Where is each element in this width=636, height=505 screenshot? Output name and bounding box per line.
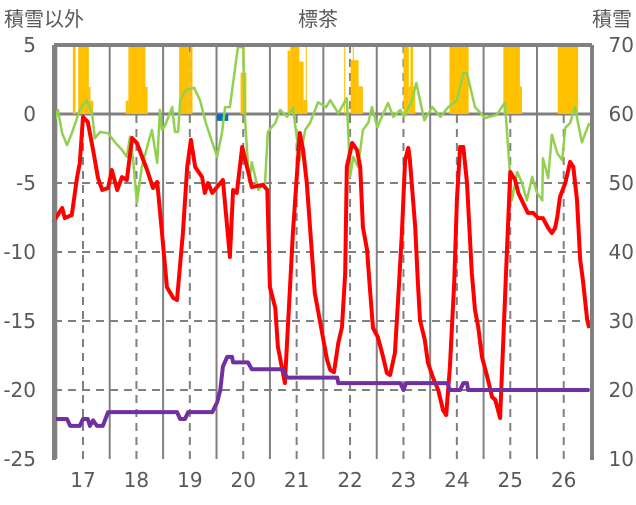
left-tick-label: -20 — [3, 378, 36, 402]
left-tick-label: -15 — [3, 309, 36, 333]
x-tick-label: 21 — [284, 468, 309, 492]
right-tick-label: 50 — [609, 171, 634, 195]
yellow-bar — [449, 45, 469, 114]
yellow-bar — [557, 45, 579, 114]
right-axis-title: 積雪 — [592, 7, 632, 31]
left-axis-title: 積雪以外 — [4, 7, 84, 31]
x-tick-label: 23 — [391, 468, 416, 492]
yellow-bar — [344, 45, 346, 114]
yellow-bar — [352, 45, 354, 114]
right-tick-label: 60 — [609, 102, 634, 126]
yellow-bar — [350, 60, 359, 114]
yellow-bar — [179, 45, 189, 114]
chart-title: 標茶 — [298, 7, 338, 31]
yellow-bar — [72, 45, 76, 114]
yellow-bar — [408, 86, 411, 114]
right-tick-label: 10 — [609, 447, 634, 471]
yellow-bar — [519, 86, 523, 114]
yellow-bar — [90, 100, 94, 114]
yellow-bar — [287, 50, 291, 114]
yellow-bar — [128, 45, 146, 114]
x-tick-label: 19 — [177, 468, 202, 492]
x-tick-label: 26 — [551, 468, 576, 492]
x-tick-label: 22 — [337, 468, 362, 492]
purple-series-line — [53, 354, 590, 428]
yellow-bar — [303, 100, 308, 114]
x-tick-label: 18 — [124, 468, 149, 492]
yellow-bar — [299, 61, 304, 114]
yellow-bar — [145, 86, 148, 114]
plot-frame — [52, 43, 594, 460]
left-tick-label: 5 — [23, 33, 36, 57]
line-series — [51, 45, 592, 428]
left-tick-label: -10 — [3, 240, 36, 264]
yellow-bar — [305, 45, 307, 114]
right-tick-label: 20 — [609, 378, 634, 402]
x-tick-label: 17 — [70, 468, 95, 492]
red-series-line — [51, 115, 592, 420]
yellow-bar — [125, 100, 129, 114]
left-tick-label: 0 — [23, 102, 36, 126]
right-tick-label: 30 — [609, 309, 634, 333]
x-tick-label: 24 — [444, 468, 469, 492]
yellow-bar — [188, 51, 191, 114]
x-tick-label: 25 — [498, 468, 523, 492]
left-tick-label: -5 — [16, 171, 36, 195]
bar-series — [72, 45, 579, 128]
yellow-bar — [410, 45, 414, 114]
yellow-bar — [503, 45, 520, 114]
yellow-bar — [78, 45, 89, 114]
x-tick-label: 20 — [231, 468, 256, 492]
right-tick-label: 70 — [609, 33, 634, 57]
yellow-bar — [88, 86, 91, 114]
left-tick-label: -25 — [3, 447, 36, 471]
yellow-bar — [290, 45, 300, 114]
right-tick-label: 40 — [609, 240, 634, 264]
yellow-bar — [403, 45, 409, 114]
yellow-bar — [413, 86, 416, 114]
yellow-bar — [190, 45, 193, 114]
yellow-bar — [358, 86, 363, 114]
